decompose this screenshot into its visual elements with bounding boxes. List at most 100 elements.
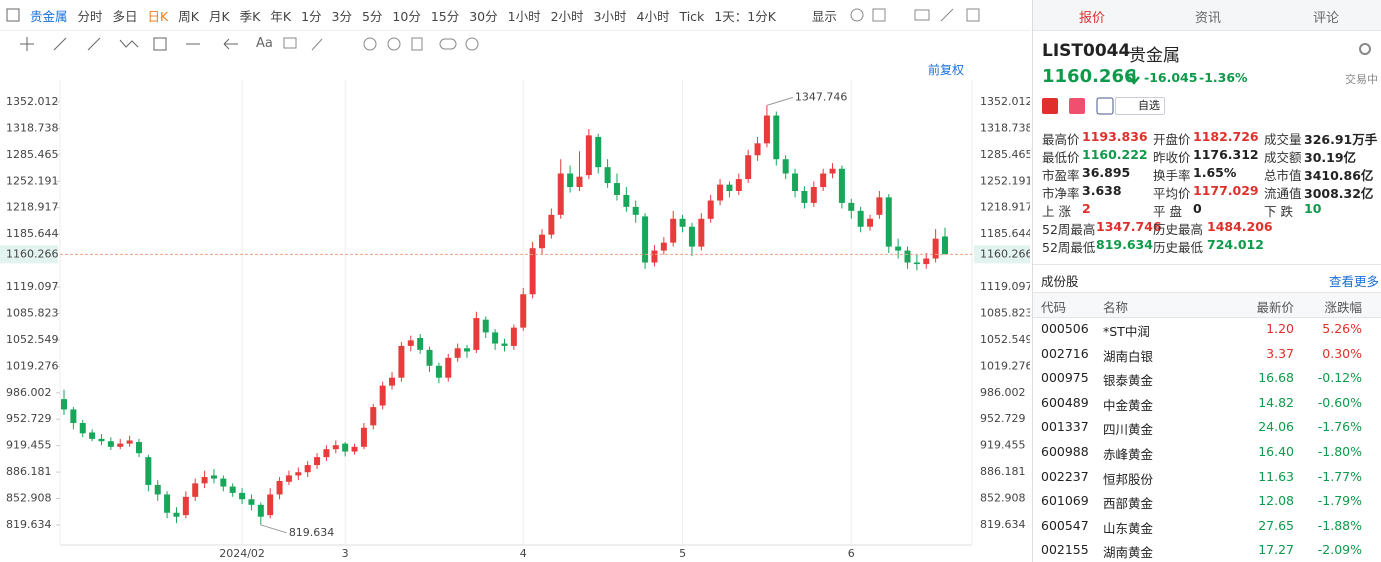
- display-menu[interactable]: 显示: [811, 8, 837, 24]
- candle-body: [942, 236, 948, 255]
- candle-body: [314, 457, 321, 466]
- table-cell: 24.06: [1258, 419, 1294, 435]
- period[interactable]: 1天：1分K: [714, 8, 776, 24]
- name: 贵金属: [1129, 46, 1180, 66]
- draw-icons[interactable]: [14, 31, 314, 57]
- candle-body: [810, 187, 817, 203]
- stat-value: 3410.86亿: [1304, 168, 1374, 183]
- period[interactable]: 3分: [331, 8, 352, 24]
- candle-body: [576, 176, 583, 188]
- table-cell: -0.60%: [1317, 394, 1362, 410]
- stat-label: 成交量: [1264, 132, 1302, 147]
- table-cell: -1.88%: [1317, 517, 1362, 533]
- table-cell: 湖南白银: [1103, 348, 1154, 364]
- y-tick-label-right: 1119.097: [980, 280, 1030, 293]
- period[interactable]: 3小时: [593, 8, 627, 24]
- stat-label: 历史最高: [1153, 222, 1204, 237]
- period[interactable]: 1分: [301, 8, 322, 24]
- y-tick-label-right: 1052.549: [980, 333, 1030, 346]
- period[interactable]: 季K: [239, 8, 261, 24]
- candle-body: [135, 442, 142, 454]
- stat-label: 最高价: [1042, 132, 1080, 147]
- y-tick-label-right: 986.002: [980, 386, 1026, 399]
- settings-icon[interactable]: [1357, 41, 1373, 57]
- chart: 1352.012 1352.012 1318.738 1318.738 1285.465…: [0, 80, 1030, 560]
- period[interactable]: 10分: [392, 8, 421, 24]
- adjust-mode[interactable]: 前复权: [928, 63, 965, 77]
- candle-body: [332, 445, 339, 450]
- table-cell: 5.26%: [1322, 321, 1362, 336]
- candle-body: [295, 472, 302, 476]
- candle-body: [229, 486, 236, 493]
- stat-value: 36.895: [1082, 165, 1131, 180]
- candle-body: [717, 184, 724, 201]
- period[interactable]: 30分: [469, 8, 498, 24]
- x-tick-label: 5: [679, 547, 686, 560]
- candle-body: [585, 135, 592, 176]
- candle-body: [79, 422, 86, 434]
- candle-body: [876, 197, 883, 215]
- tab[interactable]: 报价: [1079, 11, 1106, 26]
- period[interactable]: 4小时: [636, 8, 670, 24]
- candle-body: [848, 202, 855, 211]
- candle-body: [126, 440, 133, 444]
- table-cell: -2.09%: [1317, 542, 1362, 558]
- stat-label: 52周最低: [1042, 240, 1096, 255]
- period[interactable]: 5分: [361, 8, 383, 24]
- period[interactable]: 2小时: [550, 8, 584, 24]
- candle-body: [407, 340, 414, 346]
- tab-bar: [1033, 0, 1381, 31]
- candle-body: [660, 242, 667, 251]
- watch-button[interactable]: 自选: [1115, 97, 1165, 115]
- candle-body: [698, 218, 705, 247]
- period[interactable]: 15分: [430, 8, 460, 24]
- table-cell: 0.30%: [1322, 345, 1362, 361]
- x-tick-label: 6: [848, 547, 855, 560]
- period[interactable]: Tick: [679, 8, 705, 24]
- symbol[interactable]: 贵金属: [30, 8, 68, 24]
- candle-body: [267, 494, 274, 516]
- candle-body: [679, 218, 686, 227]
- candle-body: [435, 365, 442, 378]
- table-cell: 湖南黄金: [1103, 545, 1154, 561]
- stat-label: 换手率: [1153, 168, 1191, 183]
- period[interactable]: 周K: [178, 8, 199, 24]
- period[interactable]: 日K: [147, 8, 169, 24]
- table-cell: 600489: [1041, 394, 1089, 410]
- candle-body: [904, 250, 911, 263]
- period[interactable]: 多日: [112, 8, 138, 24]
- stat-value: 326.91万手: [1304, 132, 1378, 147]
- table-cell: -0.12%: [1317, 370, 1362, 386]
- tab[interactable]: 资讯: [1195, 11, 1222, 26]
- period[interactable]: 年K: [270, 8, 292, 24]
- layout-icon[interactable]: [6, 8, 20, 22]
- period[interactable]: 月K: [208, 8, 230, 24]
- down-arrow: [1128, 70, 1140, 85]
- y-tick-label-right: 952.729: [980, 412, 1026, 425]
- annotation-leader: [766, 96, 794, 106]
- quote-panel: 报价 资讯 评论 LIST0044 贵金属 1160.266 -16.045 -…: [1032, 0, 1381, 562]
- stat-value: 1193.836: [1082, 129, 1148, 144]
- candle-body: [885, 197, 892, 247]
- tool-icons[interactable]: [849, 6, 989, 24]
- stat-value: 1484.206: [1207, 219, 1273, 234]
- table-cell: 最新价: [1256, 300, 1294, 315]
- period[interactable]: 分时: [77, 8, 103, 24]
- table-cell: 1.20: [1266, 321, 1294, 336]
- low-annotation: 819.634: [289, 526, 335, 539]
- tab[interactable]: 评论: [1313, 11, 1340, 26]
- candle-body: [754, 143, 761, 156]
- candle-body: [520, 294, 527, 328]
- candle-body: [89, 432, 96, 439]
- candle-body: [913, 262, 920, 265]
- period[interactable]: 1小时: [507, 8, 541, 24]
- candle-body: [688, 226, 695, 247]
- candle-body: [257, 504, 264, 517]
- candle-body: [538, 234, 545, 249]
- candle-body: [154, 484, 161, 495]
- more-link[interactable]: 查看更多: [1329, 274, 1380, 289]
- table-cell: 西部黄金: [1103, 496, 1154, 512]
- draw-icons-2[interactable]: [282, 31, 482, 57]
- stat-label: 52周最高: [1042, 222, 1096, 237]
- font-tool[interactable]: Aa: [256, 36, 273, 51]
